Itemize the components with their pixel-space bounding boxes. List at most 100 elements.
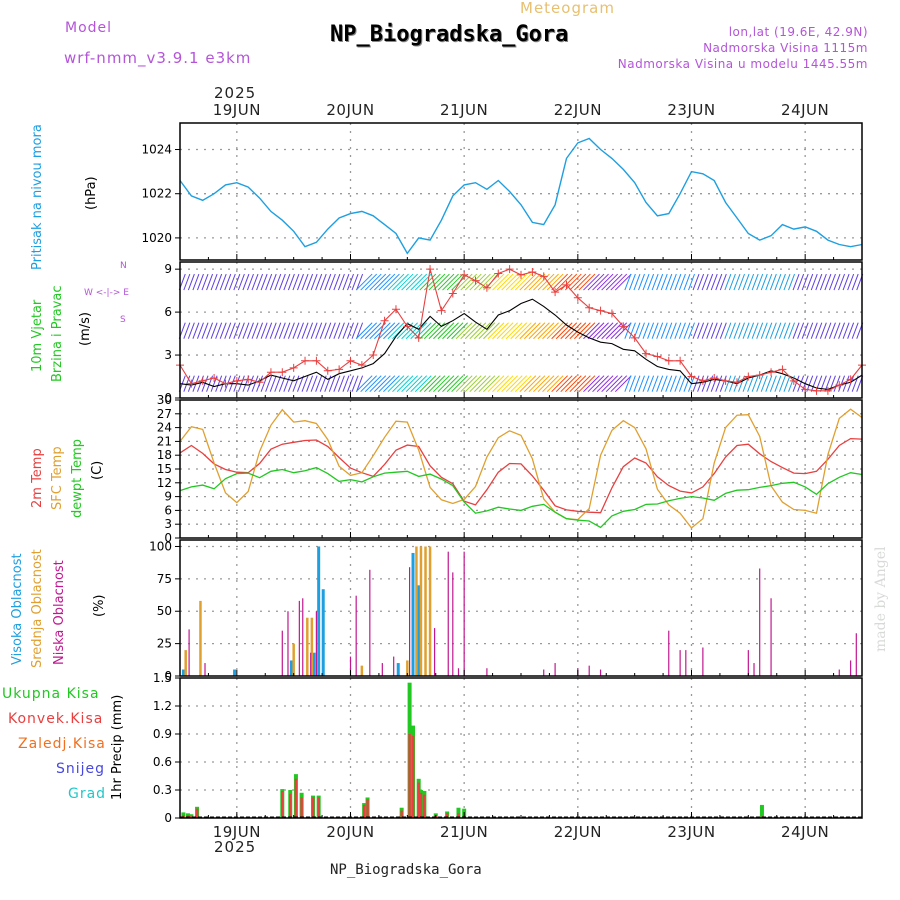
wind-gust-marker	[517, 270, 525, 279]
wind-direction-arrow-middle	[665, 322, 673, 339]
wind-direction-arrow-upper	[819, 273, 827, 291]
wind-direction-arrow-lower	[610, 375, 628, 393]
wind-direction-arrow-lower	[574, 375, 591, 393]
top-day-label: 21JUN	[440, 101, 488, 119]
wind-direction-arrow-upper	[751, 273, 759, 291]
wind-direction-arrow-upper	[628, 273, 636, 291]
wind-gust-marker	[301, 356, 310, 365]
wind-direction-arrow-middle	[460, 322, 478, 340]
wind-direction-arrow-lower	[423, 375, 441, 393]
wind-direction-arrow-middle	[355, 322, 373, 340]
wind-gust-marker	[789, 376, 798, 385]
y-tick-label: 3	[164, 348, 172, 362]
wind-direction-arrow-middle	[378, 322, 396, 340]
wind-direction-arrow-lower	[683, 375, 691, 392]
wind-direction-arrow-upper	[678, 273, 686, 291]
wind-direction-arrow-upper	[355, 273, 373, 291]
convective-rain-bar	[760, 816, 764, 818]
wind-direction-arrow-middle	[651, 322, 659, 339]
wind-direction-arrow-middle	[347, 322, 354, 339]
wind-direction-arrow-upper	[210, 273, 218, 291]
wind-direction-arrow-lower	[292, 375, 300, 392]
wind-gust-marker	[585, 303, 594, 312]
wind-direction-arrow-upper	[306, 273, 314, 291]
wind-gust-marker	[471, 276, 480, 285]
wind-direction-arrow-middle	[692, 322, 700, 339]
wind-direction-arrow-middle	[742, 322, 750, 339]
wind-direction-arrow-middle	[801, 322, 809, 339]
low-cloud-bar	[310, 652, 312, 676]
low-cloud-bar	[486, 668, 488, 676]
bottom-day-label: 19JUN	[213, 823, 261, 841]
wind-gust-marker	[244, 375, 253, 384]
wind-gust-marker	[187, 379, 196, 388]
wind-gust-marker	[664, 356, 673, 365]
wind-direction-arrow-upper	[478, 273, 496, 291]
total-rain-bar	[759, 804, 764, 818]
wind-direction-arrow-middle	[578, 322, 596, 340]
wind-direction-arrow-lower	[624, 375, 632, 392]
wind-direction-arrow-upper	[460, 273, 478, 291]
wind-gust-marker	[323, 366, 332, 375]
wind-direction-arrow-lower	[769, 375, 777, 392]
wind-direction-arrow-lower	[342, 375, 350, 392]
y-tick-label: 6	[164, 503, 172, 517]
wind-direction-arrow-upper	[624, 273, 632, 291]
wind-direction-arrow-lower	[669, 375, 677, 392]
wind-direction-arrow-middle	[473, 322, 491, 340]
wind-direction-arrow-middle	[373, 322, 391, 340]
low-cloud-bar	[855, 633, 857, 676]
convective-rain-bar	[300, 797, 303, 818]
wind-direction-arrow-middle	[492, 322, 509, 340]
y-tick-label: 25	[157, 637, 172, 651]
wind-direction-arrow-middle	[828, 322, 836, 339]
wind-direction-arrow-middle	[638, 322, 645, 339]
mid-cloud-bar	[428, 546, 432, 676]
low-cloud-bar	[554, 663, 556, 676]
wind-direction-arrow-lower	[451, 375, 468, 393]
wind-direction-arrow-middle	[778, 322, 786, 339]
marks-layer	[176, 137, 866, 818]
wind-direction-arrow-upper	[596, 273, 614, 291]
wind-direction-arrow-middle	[464, 322, 482, 340]
wind-direction-arrow-lower	[601, 375, 619, 393]
low-cloud-bar	[668, 630, 670, 676]
wind-direction-arrow-lower	[847, 375, 855, 392]
wind-direction-arrow-lower	[183, 375, 191, 392]
wind-direction-arrow-upper	[569, 273, 587, 291]
bottom-day-label: 23JUN	[667, 823, 715, 841]
wind-direction-arrow-upper	[710, 273, 718, 291]
total-rain-bar	[189, 814, 194, 818]
wind-direction-arrow-lower	[524, 375, 541, 393]
wind-direction-arrow-lower	[751, 375, 759, 392]
wind-direction-arrow-middle	[715, 322, 723, 339]
wind-gust-marker	[835, 381, 844, 390]
wind-direction-arrow-upper	[706, 273, 714, 291]
wind-direction-arrow-lower	[301, 375, 309, 392]
wind-direction-arrow-middle	[469, 322, 487, 340]
wind-gust-marker	[710, 373, 719, 382]
wind-direction-arrow-upper	[242, 273, 250, 291]
high-cloud-bar	[321, 589, 325, 676]
wind-direction-arrow-upper	[433, 273, 450, 291]
wind-direction-arrow-upper	[274, 273, 282, 291]
wind-direction-arrow-middle	[233, 322, 241, 339]
wind-direction-arrow-upper	[405, 273, 423, 291]
wind-direction-arrow-upper	[769, 273, 777, 291]
wind-direction-arrow-lower	[396, 375, 414, 393]
mid-cloud-bar	[310, 617, 314, 676]
wind-direction-arrow-upper	[851, 273, 859, 291]
wind-direction-arrow-upper	[287, 273, 295, 291]
wind-direction-arrow-middle	[405, 322, 423, 340]
wind-direction-arrow-upper	[524, 273, 541, 291]
wind-direction-arrow-lower	[392, 375, 409, 393]
y-tick-label: 3	[164, 517, 172, 531]
wind-direction-arrow-upper	[801, 273, 809, 291]
wind-direction-arrow-middle	[455, 322, 473, 340]
wind-direction-arrow-middle	[287, 322, 295, 339]
wind-direction-arrow-upper	[328, 273, 336, 291]
top-day-label: 22JUN	[554, 101, 602, 119]
low-cloud-bar	[381, 663, 383, 676]
wind-direction-arrow-middle	[674, 322, 682, 339]
